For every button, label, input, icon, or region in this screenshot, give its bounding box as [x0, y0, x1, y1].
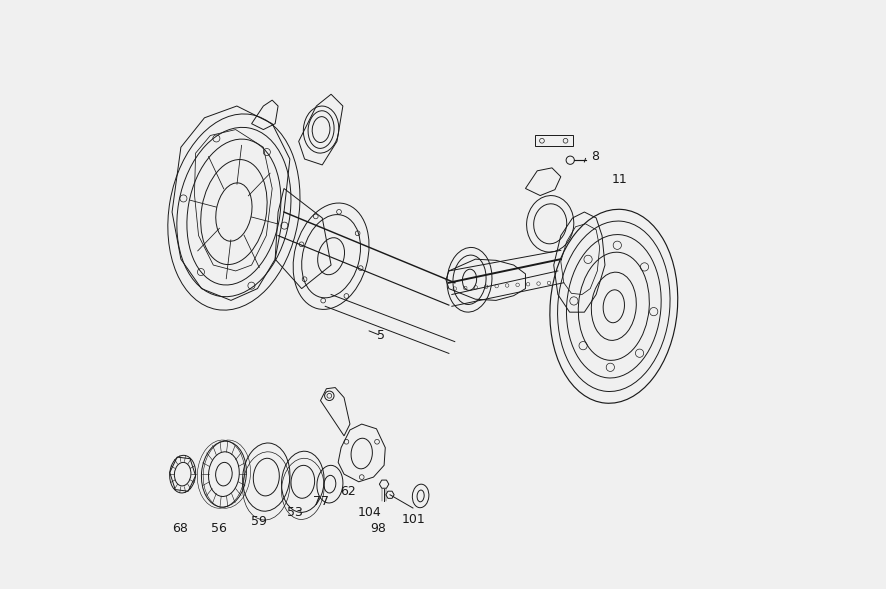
Text: 68: 68: [173, 522, 188, 535]
Text: 98: 98: [370, 522, 386, 535]
Text: 104: 104: [357, 506, 381, 519]
Text: 62: 62: [339, 485, 355, 498]
Text: 5: 5: [377, 329, 385, 342]
Text: 56: 56: [211, 522, 227, 535]
Text: 11: 11: [612, 173, 627, 186]
Text: 8: 8: [591, 150, 599, 163]
Text: 101: 101: [401, 513, 425, 526]
Text: 53: 53: [287, 506, 302, 519]
Text: 59: 59: [252, 515, 268, 528]
Text: 77: 77: [313, 495, 329, 508]
